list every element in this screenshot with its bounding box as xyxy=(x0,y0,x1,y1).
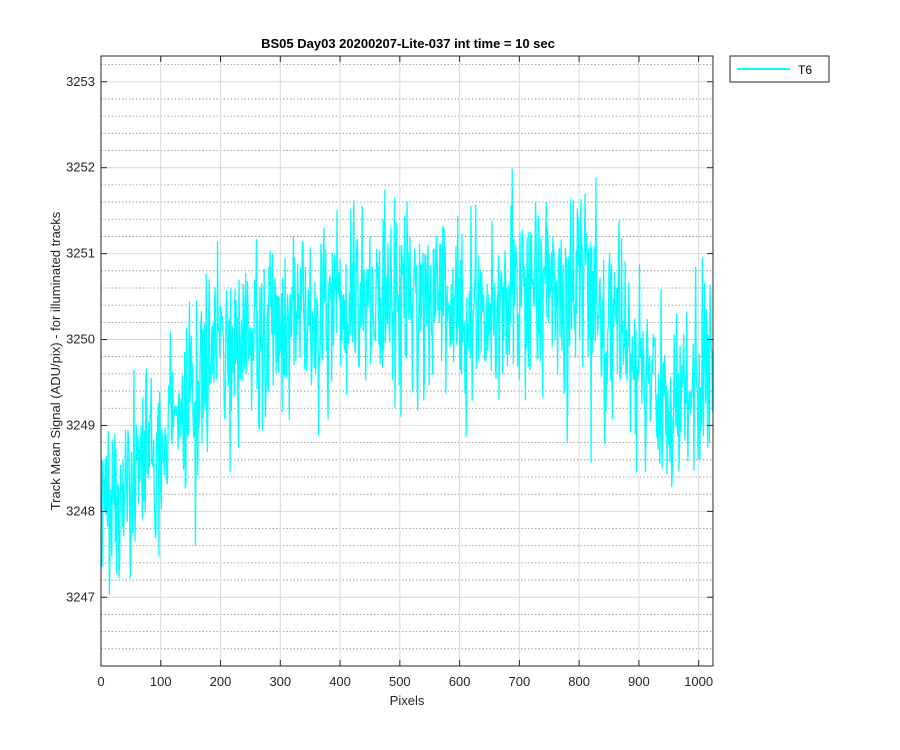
chart-title: BS05 Day03 20200207-Lite-037 int time = … xyxy=(261,36,555,51)
y-tick-label: 3251 xyxy=(66,246,95,261)
x-tick-label: 0 xyxy=(97,674,104,689)
axes-box xyxy=(100,55,714,667)
x-axis: 0 100 200 300 400 500 600 700 800 900 1000 xyxy=(97,56,713,689)
x-tick-label: 500 xyxy=(389,674,411,689)
y-axis: 3247 3248 3249 3250 3251 3252 3253 xyxy=(66,74,713,604)
y-tick-label: 3250 xyxy=(66,332,95,347)
x-tick-label: 400 xyxy=(329,674,351,689)
y-tick-label: 3247 xyxy=(66,589,95,604)
y-tick-label: 3248 xyxy=(66,503,95,518)
x-tick-label: 300 xyxy=(269,674,291,689)
legend-label-t6: T6 xyxy=(798,63,812,77)
legend: T6 xyxy=(729,55,830,83)
x-tick-label: 700 xyxy=(509,674,531,689)
x-tick-label: 100 xyxy=(150,674,172,689)
x-axis-label: Pixels xyxy=(390,693,425,708)
x-tick-label: 900 xyxy=(628,674,650,689)
y-tick-label: 3252 xyxy=(66,160,95,175)
x-tick-label: 1000 xyxy=(684,674,713,689)
y-tick-label: 3253 xyxy=(66,74,95,89)
x-tick-label: 200 xyxy=(210,674,232,689)
x-tick-label: 600 xyxy=(449,674,471,689)
series-line-t6 xyxy=(101,168,713,595)
x-tick-label: 800 xyxy=(568,674,590,689)
y-tick-label: 3249 xyxy=(66,417,95,432)
y-axis-label: Track Mean Signal (ADU/pix) - for illumi… xyxy=(48,211,63,510)
